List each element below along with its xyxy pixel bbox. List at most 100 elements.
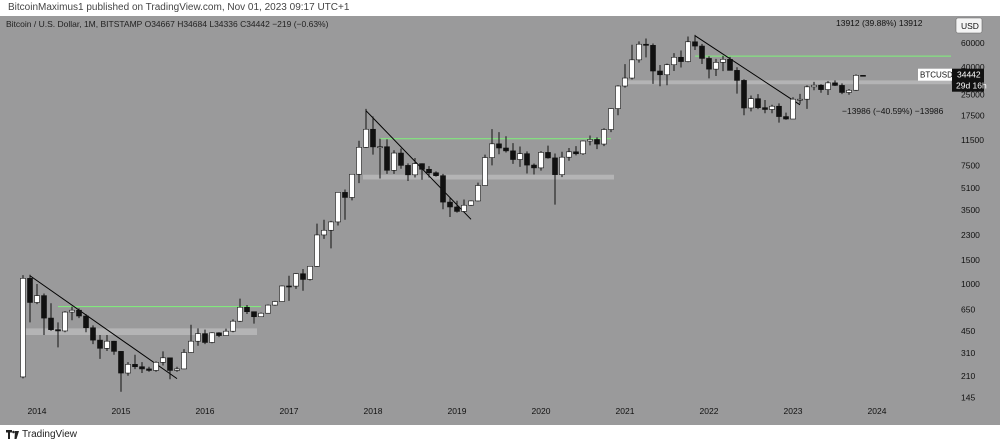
candle-up[interactable] xyxy=(265,304,271,314)
candle-down[interactable] xyxy=(27,278,33,303)
candle-down[interactable] xyxy=(48,317,54,330)
candle-up[interactable] xyxy=(671,56,677,66)
candle-up[interactable] xyxy=(153,362,159,371)
candle-up[interactable] xyxy=(272,301,278,306)
candle-up[interactable] xyxy=(587,139,593,142)
price-chart[interactable]: 13912 (39.88%) 13912 −13986 (−40.59%) −13… xyxy=(0,16,1000,425)
candle-down[interactable] xyxy=(447,201,453,208)
candle-up[interactable] xyxy=(188,340,194,353)
candle-up[interactable] xyxy=(580,140,586,155)
candle-up[interactable] xyxy=(335,192,341,223)
candle-down[interactable] xyxy=(440,175,446,203)
candle-down[interactable] xyxy=(678,56,684,62)
candle-down[interactable] xyxy=(699,45,705,59)
candle-up[interactable] xyxy=(293,273,299,287)
candle-down[interactable] xyxy=(818,84,824,90)
candle-up[interactable] xyxy=(475,185,481,202)
candle-up[interactable] xyxy=(468,200,474,206)
candle-down[interactable] xyxy=(384,146,390,171)
candle-down[interactable] xyxy=(860,75,866,77)
candle-up[interactable] xyxy=(69,309,75,313)
candle-down[interactable] xyxy=(370,128,376,148)
candle-up[interactable] xyxy=(160,357,166,363)
candle-down[interactable] xyxy=(524,153,530,166)
candle-down[interactable] xyxy=(755,98,761,108)
candle-down[interactable] xyxy=(552,157,558,175)
candle-up[interactable] xyxy=(321,229,327,236)
candle-up[interactable] xyxy=(769,105,775,110)
candle-down[interactable] xyxy=(706,58,712,70)
candle-up[interactable] xyxy=(713,62,719,70)
candle-down[interactable] xyxy=(83,315,89,329)
candle-down[interactable] xyxy=(727,59,733,71)
candle-up[interactable] xyxy=(237,306,243,322)
candle-up[interactable] xyxy=(601,129,607,145)
candle-up[interactable] xyxy=(174,368,180,371)
candle-up[interactable] xyxy=(608,108,614,130)
candle-up[interactable] xyxy=(489,143,495,158)
candle-up[interactable] xyxy=(797,98,803,101)
candle-down[interactable] xyxy=(692,41,698,47)
candle-up[interactable] xyxy=(664,64,670,76)
candle-up[interactable] xyxy=(279,285,285,302)
candle-up[interactable] xyxy=(195,333,201,342)
candle-up[interactable] xyxy=(412,163,418,176)
candle-up[interactable] xyxy=(811,84,817,88)
candle-down[interactable] xyxy=(286,285,292,288)
candle-up[interactable] xyxy=(209,332,215,343)
candle-down[interactable] xyxy=(650,45,656,72)
candle-up[interactable] xyxy=(181,352,187,370)
candle-up[interactable] xyxy=(622,77,628,87)
candle-down[interactable] xyxy=(342,192,348,198)
candle-down[interactable] xyxy=(643,43,649,46)
candle-up[interactable] xyxy=(790,98,796,120)
candle-up[interactable] xyxy=(720,59,726,63)
candle-up[interactable] xyxy=(314,234,320,267)
candle-down[interactable] xyxy=(741,80,747,109)
candle-down[interactable] xyxy=(76,309,82,317)
candle-up[interactable] xyxy=(804,86,810,100)
candle-down[interactable] xyxy=(405,165,411,176)
candle-down[interactable] xyxy=(118,351,124,374)
candle-down[interactable] xyxy=(41,295,47,319)
candle-down[interactable] xyxy=(55,329,61,332)
candle-up[interactable] xyxy=(258,312,264,318)
candle-up[interactable] xyxy=(853,75,859,91)
candle-down[interactable] xyxy=(426,168,432,174)
candle-up[interactable] xyxy=(629,59,635,79)
candle-down[interactable] xyxy=(839,85,845,93)
candle-up[interactable] xyxy=(559,156,565,175)
candle-down[interactable] xyxy=(496,143,502,149)
candle-down[interactable] xyxy=(510,150,516,160)
candle-down[interactable] xyxy=(832,82,838,86)
candle-down[interactable] xyxy=(573,151,579,155)
candle-up[interactable] xyxy=(566,151,572,158)
candle-down[interactable] xyxy=(734,70,740,81)
candle-up[interactable] xyxy=(748,98,754,109)
candle-up[interactable] xyxy=(307,265,313,280)
candle-up[interactable] xyxy=(517,153,523,160)
candle-up[interactable] xyxy=(223,330,229,336)
candle-down[interactable] xyxy=(251,311,257,318)
candle-up[interactable] xyxy=(356,147,362,175)
candle-up[interactable] xyxy=(391,152,397,171)
candle-down[interactable] xyxy=(132,364,138,368)
candle-up[interactable] xyxy=(34,295,40,303)
candle-down[interactable] xyxy=(139,366,145,370)
candle-down[interactable] xyxy=(146,368,152,371)
candle-down[interactable] xyxy=(90,327,96,341)
candle-up[interactable] xyxy=(125,364,131,374)
candle-up[interactable] xyxy=(846,89,852,93)
candle-up[interactable] xyxy=(685,41,691,62)
candle-down[interactable] xyxy=(97,339,103,349)
candle-down[interactable] xyxy=(244,306,250,313)
candle-down[interactable] xyxy=(531,164,537,169)
candle-up[interactable] xyxy=(363,128,369,148)
candle-down[interactable] xyxy=(545,152,551,159)
candle-up[interactable] xyxy=(615,85,621,109)
candle-up[interactable] xyxy=(328,221,334,231)
candle-down[interactable] xyxy=(111,340,117,352)
candle-down[interactable] xyxy=(776,105,782,117)
candle-up[interactable] xyxy=(461,204,467,212)
candle-down[interactable] xyxy=(398,152,404,166)
